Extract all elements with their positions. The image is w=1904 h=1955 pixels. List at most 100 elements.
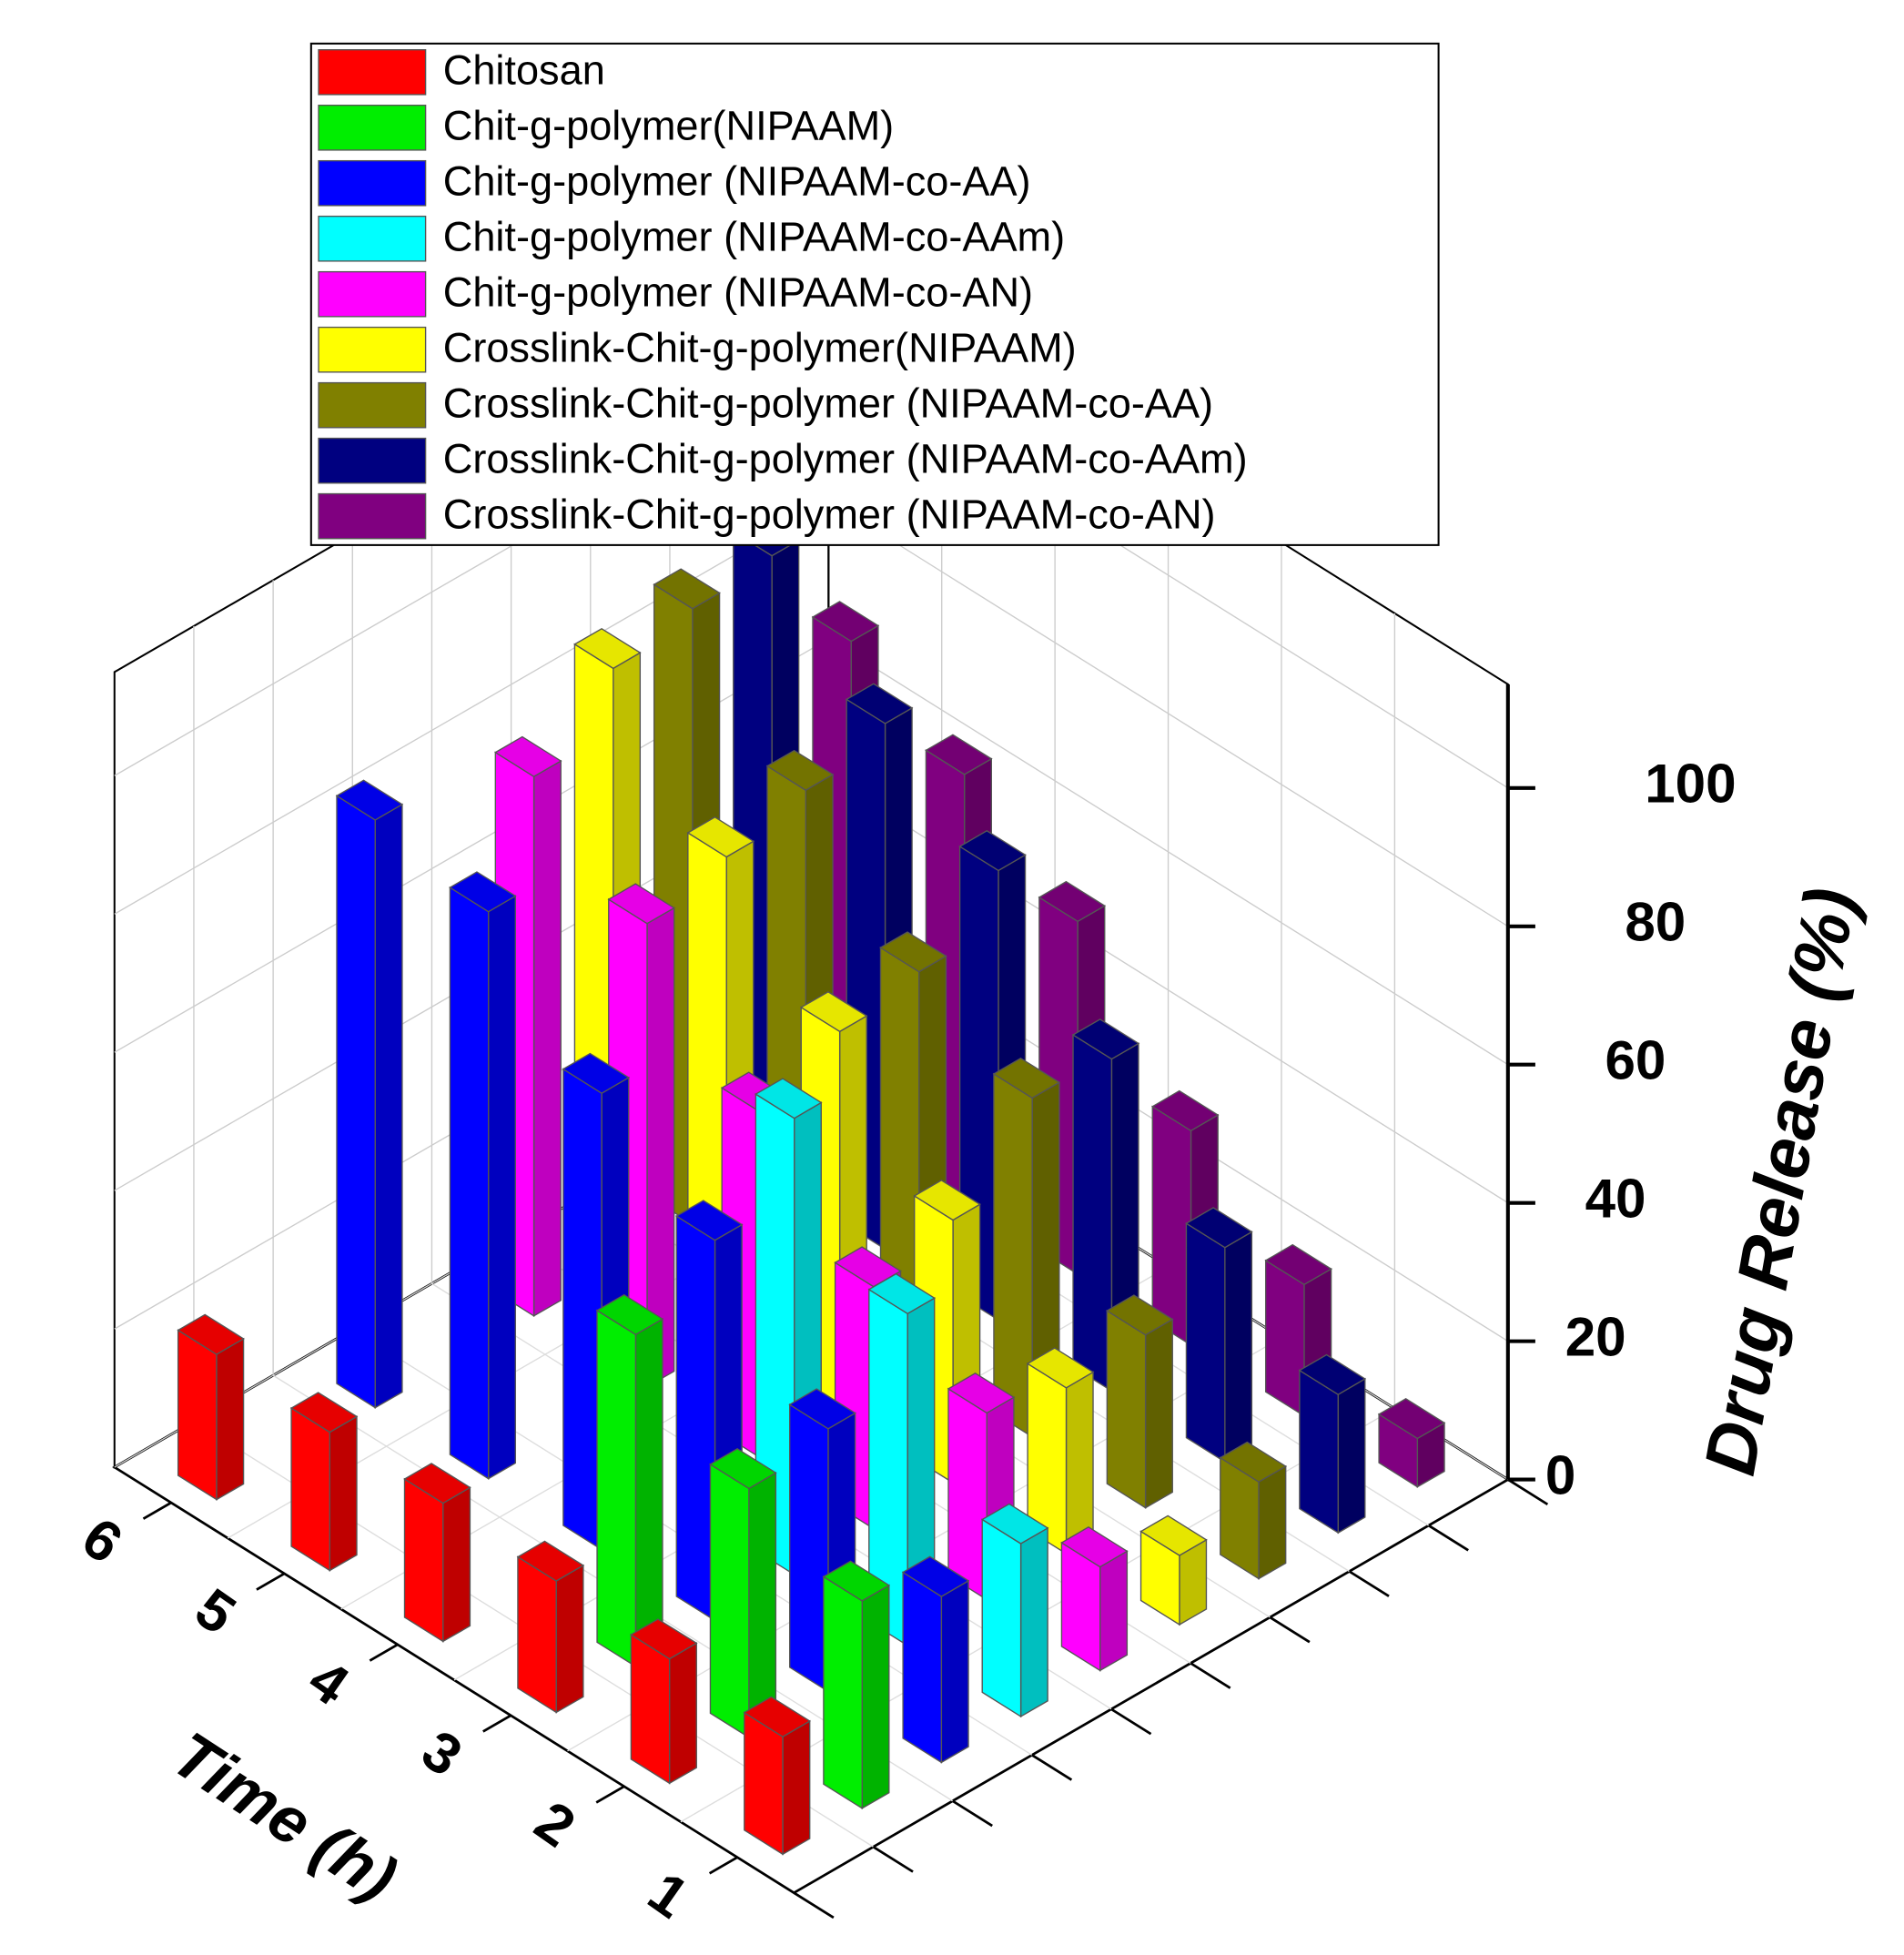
bar-face — [1019, 1526, 1048, 1718]
bar-face — [1065, 1371, 1094, 1555]
bar-face — [1099, 1550, 1129, 1672]
bar — [709, 1448, 777, 1739]
bar-top — [403, 1463, 471, 1504]
x-tick — [1507, 1478, 1549, 1506]
y-tick-label: 40 — [1585, 1169, 1646, 1230]
bar-face — [555, 1564, 584, 1714]
legend-swatch — [318, 215, 427, 262]
bar-top — [925, 734, 993, 775]
bar-face — [487, 895, 517, 1480]
time-tick — [256, 1572, 286, 1591]
x-tick — [1110, 1707, 1152, 1736]
bar — [449, 871, 517, 1480]
bar-top — [1071, 1018, 1140, 1060]
x-tick — [1031, 1754, 1073, 1781]
y-tick-label: 80 — [1625, 892, 1686, 953]
bar-face — [634, 1318, 663, 1668]
bar-top — [1060, 1526, 1129, 1568]
bar-face — [442, 1486, 471, 1643]
time-tick — [482, 1714, 511, 1733]
y-axis-title: Drug Release (%) — [1688, 882, 1871, 1481]
bar-face — [1106, 1309, 1147, 1509]
bar — [403, 1463, 471, 1643]
bar-face — [675, 1214, 716, 1622]
bar-face — [1224, 1231, 1253, 1464]
bar-top — [755, 1078, 823, 1119]
y-tick-label: 0 — [1545, 1444, 1575, 1505]
x-tick — [1427, 1524, 1469, 1552]
bar-top — [1298, 1353, 1367, 1395]
legend-label: Crosslink-Chit-g-polymer (NIPAAM-co-AAm) — [443, 435, 1248, 481]
bar-top — [493, 735, 562, 777]
bar — [1139, 1514, 1208, 1626]
bar-top — [1106, 1294, 1174, 1336]
bar-top — [595, 1293, 664, 1336]
bar-top — [449, 871, 517, 913]
bar — [1298, 1353, 1367, 1535]
legend: Chitosan Chit-g-polymer(NIPAAM) Chit-g-pol… — [309, 42, 1440, 546]
x-tick-label: 3 — [410, 1718, 473, 1788]
bar-face — [532, 759, 562, 1317]
x-tick-label: 5 — [184, 1576, 247, 1646]
bar-top — [630, 1618, 698, 1660]
time-tick — [142, 1501, 172, 1520]
bar-face — [789, 1403, 829, 1693]
bar-face — [1144, 1318, 1173, 1509]
bar-face — [1264, 1259, 1305, 1417]
bar-face — [403, 1477, 444, 1643]
bar-face — [947, 1387, 987, 1601]
bar-top — [743, 1696, 812, 1738]
bar-face — [981, 1518, 1022, 1718]
bar-top — [822, 1560, 891, 1602]
bar-top — [913, 1179, 981, 1221]
legend-label: Crosslink-Chit-g-polymer (NIPAAM-co-AA) — [443, 380, 1213, 426]
bar-face — [449, 886, 490, 1480]
bar-face — [993, 1072, 1033, 1438]
x-tick-label: 4 — [298, 1647, 360, 1717]
x-tick-label: 2 — [523, 1789, 586, 1859]
x-tick — [872, 1846, 914, 1873]
legend-label: Chit-g-polymer (NIPAAM-co-AN) — [443, 269, 1033, 316]
bar — [289, 1392, 359, 1572]
bar-top — [674, 1200, 744, 1241]
bar — [992, 1057, 1061, 1438]
bar-top — [1377, 1398, 1446, 1440]
bar — [901, 1555, 970, 1764]
bar-top — [845, 683, 914, 724]
bar-top — [788, 1388, 856, 1430]
bar — [177, 1313, 245, 1501]
legend-label: Crosslink-Chit-g-polymer (NIPAAM-co-AN) — [443, 491, 1216, 537]
legend-label: Chit-g-polymer (NIPAAM-co-AAm) — [443, 214, 1065, 260]
bar — [335, 779, 404, 1409]
bar-top — [1026, 1347, 1095, 1389]
bar-top — [335, 779, 404, 821]
time-tick — [369, 1643, 399, 1662]
bar-top — [653, 568, 721, 610]
bar-top — [289, 1392, 359, 1433]
bar-face — [336, 795, 376, 1409]
bar-face — [940, 1579, 969, 1764]
bar-top — [516, 1540, 585, 1582]
bar-face — [1299, 1369, 1339, 1535]
bar-top — [992, 1057, 1061, 1099]
legend-swatch — [318, 326, 427, 373]
bar-top — [901, 1555, 970, 1597]
bar-top — [1150, 1089, 1220, 1132]
bar-top — [811, 601, 880, 643]
bar — [1026, 1347, 1095, 1555]
bar — [1185, 1207, 1253, 1464]
bar-top — [980, 1503, 1049, 1545]
bar-top — [1219, 1441, 1288, 1483]
bar-top — [686, 815, 755, 858]
bar-face — [290, 1406, 331, 1572]
x-tick — [951, 1799, 993, 1828]
bar-face — [329, 1415, 358, 1572]
bar — [516, 1540, 585, 1714]
bar-top — [867, 1272, 937, 1315]
legend-swatch — [318, 159, 427, 207]
bar-top — [177, 1313, 245, 1355]
bar — [1377, 1398, 1446, 1488]
bar — [980, 1503, 1049, 1718]
bar-face — [902, 1571, 943, 1764]
legend-label: Chit-g-polymer(NIPAAM) — [443, 103, 894, 149]
